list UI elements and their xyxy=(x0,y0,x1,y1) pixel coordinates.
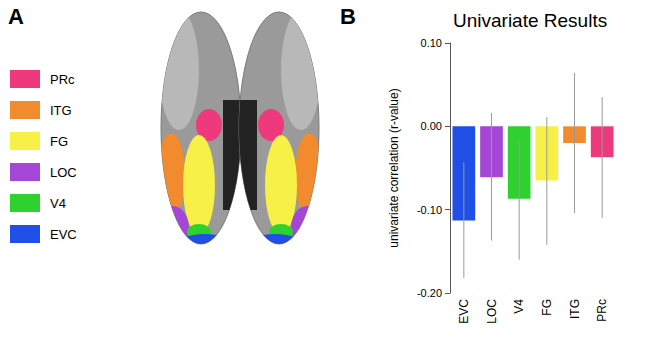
svg-text:LOC: LOC xyxy=(485,299,499,324)
svg-text:ITG: ITG xyxy=(568,299,582,319)
svg-text:univariate correlation (r-valu: univariate correlation (r-value) xyxy=(387,88,401,247)
svg-text:-0.20: -0.20 xyxy=(417,287,442,299)
svg-text:FG: FG xyxy=(50,134,68,149)
svg-text:Univariate Results: Univariate Results xyxy=(453,10,607,31)
svg-text:PRc: PRc xyxy=(595,299,609,322)
svg-text:EVC: EVC xyxy=(50,227,77,242)
html-text:A: A xyxy=(8,4,24,29)
svg-text:EVC: EVC xyxy=(457,299,471,324)
html-text:B: B xyxy=(340,4,356,29)
svg-text:ITG: ITG xyxy=(50,103,72,118)
svg-text:PRc: PRc xyxy=(50,72,75,87)
svg-text:-0.10: -0.10 xyxy=(417,204,442,216)
svg-text:0.00: 0.00 xyxy=(421,120,442,132)
svg-text:V4: V4 xyxy=(512,299,526,314)
svg-text:LOC: LOC xyxy=(50,165,77,180)
svg-text:V4: V4 xyxy=(50,196,66,211)
svg-text:0.10: 0.10 xyxy=(421,37,442,49)
svg-text:FG: FG xyxy=(540,299,554,316)
